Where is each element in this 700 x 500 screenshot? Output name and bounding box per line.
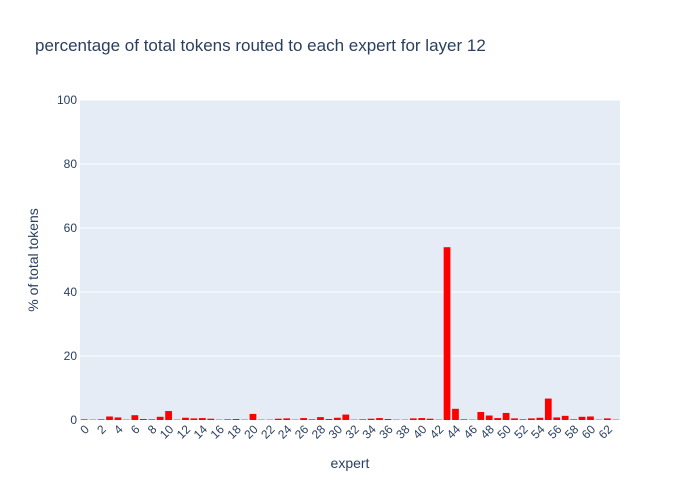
bar-expert-47 bbox=[477, 412, 485, 420]
y-tick-label: 20 bbox=[64, 349, 78, 363]
bar-expert-26 bbox=[300, 418, 307, 420]
bar-expert-56 bbox=[553, 417, 561, 420]
plot-area bbox=[80, 100, 620, 420]
bar-expert-53 bbox=[528, 418, 535, 420]
bar-expert-7 bbox=[139, 419, 147, 420]
bar-expert-43 bbox=[443, 247, 451, 420]
bars bbox=[80, 247, 620, 420]
bar-expert-59 bbox=[578, 416, 586, 420]
bar-expert-2 bbox=[97, 419, 105, 420]
bar-expert-9 bbox=[156, 416, 164, 420]
bar-expert-10 bbox=[165, 411, 172, 420]
bar-expert-58 bbox=[570, 419, 577, 420]
x-axis-title: expert bbox=[331, 455, 370, 471]
bar-expert-24 bbox=[283, 418, 291, 420]
bar-expert-0 bbox=[80, 419, 88, 420]
bar-expert-35 bbox=[376, 418, 383, 420]
bar-expert-13 bbox=[190, 418, 198, 420]
bar-expert-45 bbox=[460, 419, 468, 420]
x-tick-label: 0 bbox=[77, 422, 92, 437]
bar-expert-30 bbox=[333, 417, 341, 420]
bar-expert-57 bbox=[561, 415, 569, 420]
bar-expert-60 bbox=[587, 416, 594, 420]
bar-expert-28 bbox=[317, 417, 324, 420]
bar-expert-36 bbox=[384, 419, 392, 420]
bar-expert-51 bbox=[511, 418, 518, 420]
bar-expert-34 bbox=[367, 418, 375, 420]
y-tick-label: 60 bbox=[64, 221, 78, 235]
bar-expert-44 bbox=[452, 408, 459, 420]
bar-expert-15 bbox=[207, 418, 215, 420]
bar-expert-23 bbox=[274, 418, 282, 420]
x-tick-label: 4 bbox=[111, 422, 126, 437]
bar-expert-8 bbox=[148, 419, 156, 420]
y-tick-labels: 0 20 40 60 80 100 bbox=[57, 93, 77, 427]
bar-expert-29 bbox=[325, 419, 333, 420]
x-tick-labels: 0 2 4 6 810121416182022242628303234363840424… bbox=[77, 422, 615, 442]
y-tick-label: 80 bbox=[64, 157, 78, 171]
bar-expert-52 bbox=[519, 419, 527, 420]
y-axis-title: % of total tokens bbox=[25, 208, 41, 312]
bar-expert-40 bbox=[418, 418, 426, 420]
bar-expert-50 bbox=[502, 412, 510, 420]
bar-expert-55 bbox=[544, 398, 552, 420]
bar-expert-33 bbox=[359, 419, 367, 420]
x-tick-label: 2 bbox=[94, 422, 109, 437]
bar-expert-4 bbox=[114, 417, 122, 420]
bar-expert-27 bbox=[308, 419, 316, 420]
x-tick-label: 62 bbox=[596, 422, 616, 442]
bar-expert-18 bbox=[232, 419, 240, 420]
bar-expert-6 bbox=[131, 415, 139, 420]
bar-expert-39 bbox=[409, 418, 417, 420]
bar-expert-20 bbox=[249, 413, 257, 420]
bar-expert-17 bbox=[224, 419, 232, 420]
bar-expert-54 bbox=[536, 417, 544, 420]
y-tick-label: 40 bbox=[64, 285, 78, 299]
bar-expert-3 bbox=[106, 416, 113, 420]
bar-expert-31 bbox=[342, 414, 350, 420]
bar-expert-14 bbox=[198, 418, 206, 420]
bar-expert-12 bbox=[182, 417, 189, 420]
grid-lines bbox=[80, 99, 620, 357]
chart-title: percentage of total tokens routed to eac… bbox=[35, 36, 486, 55]
bar-expert-41 bbox=[426, 418, 434, 420]
bar-expert-49 bbox=[494, 418, 502, 420]
bar-expert-62 bbox=[603, 418, 611, 420]
bar-expert-48 bbox=[485, 415, 493, 420]
y-tick-label: 100 bbox=[57, 93, 77, 107]
y-tick-label: 0 bbox=[70, 413, 77, 427]
x-tick-label: 6 bbox=[128, 422, 143, 437]
x-tick-label: 8 bbox=[145, 422, 160, 437]
